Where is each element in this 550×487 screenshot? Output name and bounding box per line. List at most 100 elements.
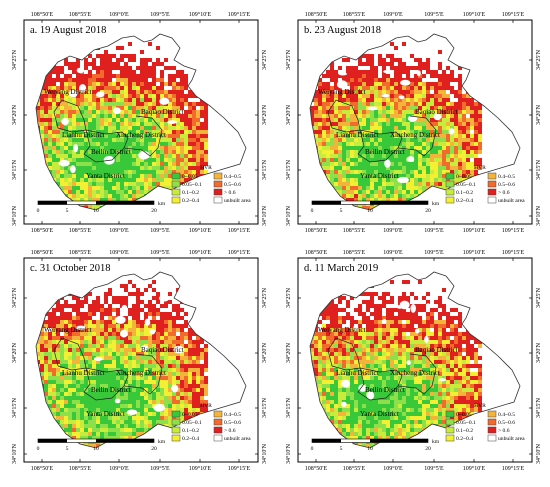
panel-title: c. 31 October 2018 — [30, 263, 110, 274]
legend-label: 0.5~0.6 — [224, 182, 241, 188]
district-boundary — [327, 337, 361, 369]
right-tick-label: 34°15′N — [535, 159, 542, 180]
district-boundary — [357, 367, 399, 401]
scale-bar-unit: km — [158, 201, 166, 207]
bottom-tick-label: 109°10′E — [463, 465, 486, 472]
left-tick-label: 34°25′N — [11, 49, 18, 70]
legend-swatch — [171, 188, 181, 196]
top-tick-label: 108°55′E — [69, 249, 92, 256]
top-tick-label: 109°5′E — [150, 249, 170, 256]
left-tick-label: 34°25′N — [11, 287, 18, 308]
district-label: Beilin District — [365, 386, 405, 394]
legend-swatch — [213, 172, 223, 180]
legend-label: 0.05~0.1 — [456, 420, 476, 426]
legend-label: unbuilt area — [498, 436, 525, 442]
district-label: Beilin District — [91, 148, 131, 156]
legend-swatch — [445, 172, 455, 180]
district-label: Baqiao District — [415, 346, 458, 354]
scale-bar-label: 5 — [340, 446, 343, 452]
legend-label: 0~0.05 — [182, 174, 198, 180]
district-label: Lianhu District — [62, 131, 105, 139]
scale-bar-label: 5 — [340, 208, 343, 214]
bottom-tick-label: 108°55′E — [69, 465, 92, 472]
top-tick-label: 109°10′E — [189, 11, 212, 18]
legend-label: 0.2~0.4 — [456, 198, 473, 204]
legend-label: 0.1~0.2 — [182, 428, 199, 434]
map-svg: 108°50′E 108°55′E 109°0′E 109°5′E 109°10′E 10… — [285, 11, 542, 234]
legend-swatch — [487, 418, 497, 426]
legend-label: 0.5~0.6 — [498, 420, 515, 426]
left-tick-label: 34°25′N — [285, 49, 292, 70]
left-tick-label: 34°15′N — [285, 397, 292, 418]
district-label: Weiyang District — [44, 326, 92, 334]
legend-swatch — [213, 196, 223, 204]
top-tick-label: 109°10′E — [189, 249, 212, 256]
bottom-tick-label: 109°10′E — [463, 227, 486, 234]
scale-bar-label: 0 — [311, 446, 314, 452]
district-boundary — [83, 129, 125, 163]
district-label: Yanta District — [360, 410, 399, 418]
legend-swatch — [487, 426, 497, 434]
scale-bar-label: 5 — [66, 208, 69, 214]
right-tick-label: 34°20′N — [535, 104, 542, 125]
legend-swatch — [445, 196, 455, 204]
bottom-tick-label: 109°15′E — [228, 227, 251, 234]
bottom-tick-label: 108°50′E — [305, 465, 328, 472]
legend-label: 0.4~0.5 — [498, 174, 515, 180]
top-tick-label: 109°5′E — [424, 11, 444, 18]
bottom-tick-label: 109°0′E — [383, 227, 403, 234]
top-tick-label: 109°15′E — [228, 11, 251, 18]
legend-title: HVR — [474, 403, 486, 409]
left-tick-label: 34°20′N — [285, 342, 292, 363]
bottom-tick-label: 108°50′E — [31, 465, 54, 472]
legend-swatch — [445, 180, 455, 188]
left-tick-label: 34°20′N — [11, 342, 18, 363]
legend-label: 0.05~0.1 — [182, 420, 202, 426]
district-label: Weiyang District — [318, 326, 366, 334]
scale-bar-label: 0 — [311, 208, 314, 214]
scale-bar-unit: km — [158, 439, 166, 445]
left-tick-label: 34°10′N — [11, 205, 18, 226]
map-panel-2: 108°50′E 108°55′E 109°0′E 109°5′E 109°10′E 10… — [278, 6, 546, 243]
legend-swatch — [213, 418, 223, 426]
top-tick-label: 109°0′E — [109, 11, 129, 18]
legend-label: 0.5~0.6 — [498, 182, 515, 188]
top-tick-label: 108°55′E — [343, 249, 366, 256]
legend-swatch — [487, 434, 497, 442]
top-tick-label: 108°55′E — [69, 11, 92, 18]
scale-bar-unit: km — [432, 201, 440, 207]
legend-title: HVR — [200, 165, 212, 171]
legend-label: 0~0.05 — [456, 412, 472, 418]
legend-swatch — [213, 410, 223, 418]
scale-bar-label: 10 — [93, 208, 99, 214]
scale-bar-label: 20 — [151, 208, 157, 214]
district-boundary — [83, 367, 125, 401]
legend-swatch — [445, 188, 455, 196]
left-tick-label: 34°10′N — [285, 205, 292, 226]
hvr-raster — [36, 38, 208, 210]
map-svg: 108°50′E 108°55′E 109°0′E 109°5′E 109°10′E 10… — [285, 249, 542, 472]
district-label: Baqiao District — [141, 346, 184, 354]
top-tick-label: 108°50′E — [31, 11, 54, 18]
district-label: Baqiao District — [415, 108, 458, 116]
top-tick-label: 109°15′E — [502, 11, 525, 18]
legend-swatch — [487, 172, 497, 180]
district-label: Lianhu District — [62, 369, 105, 377]
district-label: Weiyang District — [318, 88, 366, 96]
bottom-tick-label: 108°55′E — [343, 227, 366, 234]
legend-label: unbuilt area — [224, 436, 251, 442]
legend-label: 0.5~0.6 — [224, 420, 241, 426]
legend-swatch — [445, 410, 455, 418]
legend-swatch — [171, 426, 181, 434]
right-tick-label: 34°20′N — [261, 104, 268, 125]
legend-swatch — [445, 426, 455, 434]
district-label: Yanta District — [360, 172, 399, 180]
bottom-tick-label: 109°15′E — [228, 465, 251, 472]
district-boundary — [53, 337, 87, 369]
legend-swatch — [213, 180, 223, 188]
legend-swatch — [487, 196, 497, 204]
legend-label: > 0.6 — [498, 190, 510, 196]
bottom-tick-label: 108°50′E — [305, 227, 328, 234]
right-tick-label: 34°25′N — [535, 49, 542, 70]
bottom-tick-label: 109°10′E — [189, 465, 212, 472]
